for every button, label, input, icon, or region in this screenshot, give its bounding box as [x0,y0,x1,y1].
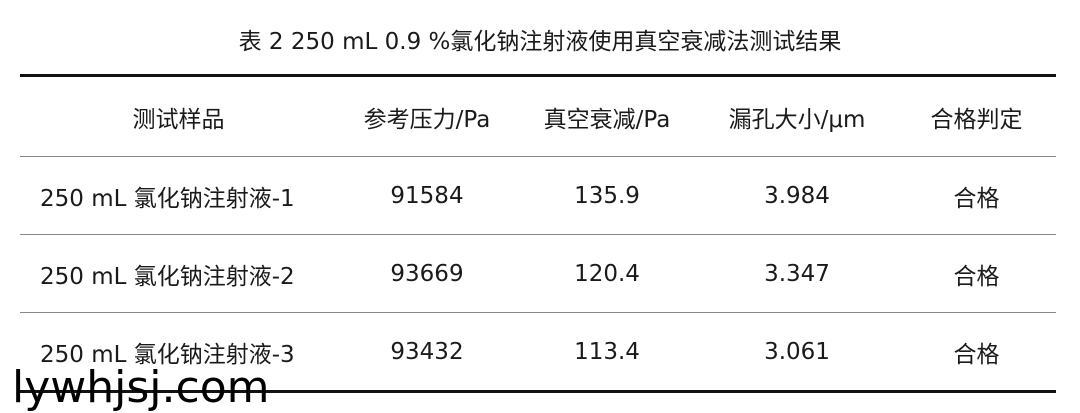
header-sample: 测试样品 [20,75,337,157]
table-row: 250 mL 氯化钠注射液-2 93669 120.4 3.347 合格 [20,234,1056,313]
table-row: 250 mL 氯化钠注射液-1 91584 135.9 3.984 合格 [20,156,1056,235]
cell-vacuum-decay: 120.4 [517,234,697,313]
cell-sample: 250 mL 氯化钠注射液-2 [20,234,337,313]
header-judgement: 合格判定 [897,75,1056,157]
cell-leak-size: 3.061 [764,338,830,365]
cell-reference-pressure: 93669 [337,234,517,313]
table-title: 表 2 250 mL 0.9 %氯化钠注射液使用真空衰减法测试结果 [238,29,842,55]
cell-reference-pressure: 93432 [390,338,464,365]
cell-vacuum-decay: 135.9 [517,156,697,235]
watermark: lywhjsj.com [12,362,270,413]
cell-reference-pressure: 91584 [337,156,517,235]
header-vacuum-decay: 真空衰减/Pa [517,75,697,157]
header-row: 测试样品 参考压力/Pa 真空衰减/Pa 漏孔大小/μm 合格判定 [20,75,1056,157]
cell-leak-size: 3.984 [697,156,897,235]
results-table: 测试样品 参考压力/Pa 真空衰减/Pa 漏孔大小/μm 合格判定 250 mL… [20,74,1056,393]
cell-judgement: 合格 [953,341,1000,368]
cell-sample: 250 mL 氯化钠注射液-1 [20,156,337,235]
table-row: 250 mL 氯化钠注射液-3 93432 113.4 3.061 合格 [20,313,1056,392]
cell-judgement: 合格 [897,156,1056,235]
cell-judgement: 合格 [897,234,1056,313]
cell-sample: 250 mL 氯化钠注射液-3 [40,341,295,368]
header-leak-size: 漏孔大小/μm [697,75,897,157]
cell-leak-size: 3.347 [697,234,897,313]
cell-vacuum-decay: 113.4 [574,338,640,365]
header-reference-pressure: 参考压力/Pa [337,75,517,157]
